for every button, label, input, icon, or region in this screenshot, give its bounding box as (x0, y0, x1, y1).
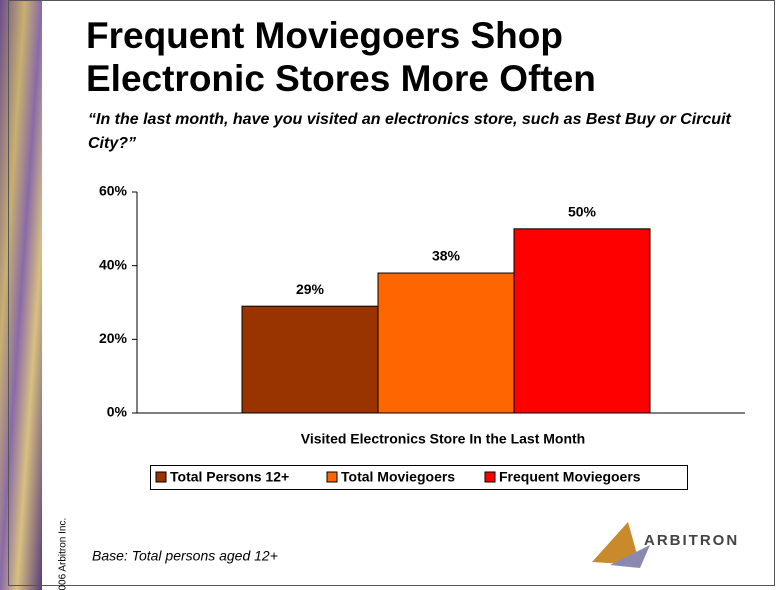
slide-border (8, 0, 775, 586)
value-label: 38% (432, 248, 461, 264)
bar (377, 272, 515, 414)
copyright: © 2006 Arbitron Inc. (58, 518, 69, 590)
legend-label: Total Moviegoers (341, 469, 455, 485)
legend-label: Frequent Moviegoers (499, 469, 641, 485)
legend-label: Total Persons 12+ (170, 469, 289, 485)
value-label: 50% (568, 204, 597, 220)
y-tick-label: 60% (99, 183, 128, 199)
value-label: 29% (296, 281, 325, 297)
decor-strip (0, 0, 42, 590)
logo-text: ARBITRON (644, 532, 739, 549)
subtitle: “In the last month, have you visited an … (88, 111, 731, 152)
y-tick-label: 20% (99, 330, 128, 346)
title: Frequent Moviegoers Shop Electronic Stor… (86, 15, 596, 99)
y-tick-label: 40% (99, 256, 128, 272)
legend-swatch (155, 471, 167, 483)
bar (513, 228, 651, 414)
legend-swatch (484, 471, 496, 483)
y-tick-label: 0% (107, 404, 128, 420)
logo: ARBITRON (592, 522, 739, 568)
footnote: Base: Total persons aged 12+ (92, 548, 278, 564)
logo-mark (610, 545, 650, 568)
logo-mark (592, 522, 640, 565)
legend-box (150, 465, 688, 490)
bar (241, 305, 379, 414)
x-tick-label: Visited Electronics Store In the Last Mo… (301, 431, 585, 447)
legend-swatch (326, 471, 338, 483)
